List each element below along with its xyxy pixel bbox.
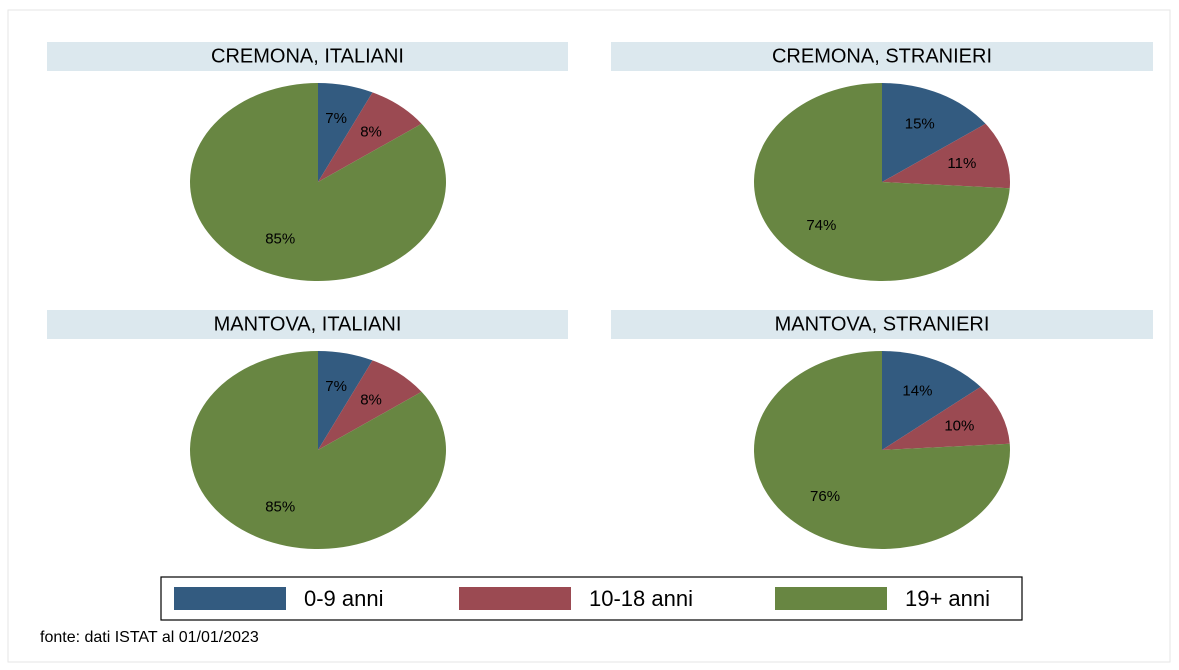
slice-label: 11% xyxy=(947,155,976,172)
slice-label: 76% xyxy=(810,488,840,505)
pie-slice xyxy=(318,83,373,182)
pie-slice xyxy=(318,92,422,182)
legend-label: 0-9 anni xyxy=(304,586,384,611)
pie-slice xyxy=(882,83,986,182)
slice-label: 8% xyxy=(360,123,382,140)
pie-slice xyxy=(190,83,447,281)
pie-slice xyxy=(882,386,1010,450)
panel-title-band xyxy=(611,42,1153,71)
slice-label: 7% xyxy=(325,378,347,395)
pie-slice xyxy=(754,351,1010,549)
pie-slice xyxy=(882,351,981,450)
panel-title-band xyxy=(611,310,1153,339)
panel-title: MANTOVA, ITALIANI xyxy=(214,313,402,335)
slice-label: 85% xyxy=(265,498,295,515)
pie-slice xyxy=(190,351,447,549)
slice-label: 8% xyxy=(360,391,382,408)
slice-label: 7% xyxy=(325,110,347,127)
slice-label: 10% xyxy=(944,417,974,434)
legend-swatch xyxy=(775,587,887,610)
panel-title: MANTOVA, STRANIERI xyxy=(775,313,990,335)
legend-swatch xyxy=(174,587,286,610)
legend-label: 10-18 anni xyxy=(589,586,693,611)
panel-title-band xyxy=(47,42,568,71)
slice-label: 85% xyxy=(265,230,295,247)
legend-swatch xyxy=(459,587,571,610)
legend-label: 19+ anni xyxy=(905,586,990,611)
pie-slice xyxy=(318,360,422,450)
slice-label: 14% xyxy=(902,383,932,400)
note: fonte: dati ISTAT al 01/01/2023 xyxy=(40,629,259,646)
slice-label: 74% xyxy=(806,217,836,234)
slice-label: 15% xyxy=(905,116,935,133)
panel-title: CREMONA, ITALIANI xyxy=(211,45,404,67)
panel-title-band xyxy=(47,310,568,339)
pie-slice xyxy=(882,123,1010,189)
panel-title: CREMONA, STRANIERI xyxy=(772,45,992,67)
pie-slice xyxy=(753,83,1010,281)
pie-slice xyxy=(318,351,373,450)
